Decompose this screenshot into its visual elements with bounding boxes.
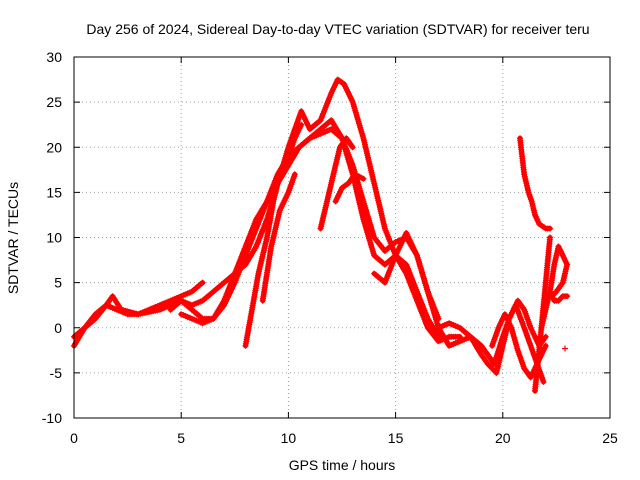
series-satellite-track-7 <box>317 135 356 232</box>
plus-markers <box>71 76 463 345</box>
y-axis-label: SDTVAR / TECUs <box>5 182 21 294</box>
x-tick-label: 15 <box>388 430 404 446</box>
series-satellite-track-2 <box>71 76 463 345</box>
plus-markers <box>517 135 553 232</box>
x-tick-label: 5 <box>177 430 185 446</box>
trace-band <box>168 117 441 340</box>
y-tick-label: 15 <box>46 184 62 200</box>
y-tick-label: 25 <box>46 94 62 110</box>
series-satellite-track-4 <box>178 126 442 327</box>
y-tick-label: 5 <box>54 275 62 291</box>
series-satellite-track-8 <box>332 171 367 205</box>
x-axis-label: GPS time / hours <box>289 457 396 473</box>
chart-title: Day 256 of 2024, Sidereal Day-to-day VTE… <box>86 21 589 37</box>
x-tick-label: 10 <box>281 430 297 446</box>
series-satellite-track-14 <box>538 243 571 331</box>
series-satellite-track-12 <box>517 135 553 232</box>
series-satellite-track-6 <box>259 171 298 304</box>
plus-markers <box>242 121 305 349</box>
axis-ticks <box>73 56 611 419</box>
y-tick-label: 20 <box>46 139 62 155</box>
x-tick-labels: 0 5 10 15 20 25 <box>70 430 618 446</box>
plus-markers <box>178 126 442 327</box>
x-tick-label: 0 <box>70 430 78 446</box>
y-tick-label: 10 <box>46 230 62 246</box>
plus-markers <box>562 345 568 352</box>
plus-markers <box>435 297 549 376</box>
series-satellite-track-5 <box>242 121 305 349</box>
series-satellite-track-3 <box>167 117 442 340</box>
y-tick-label: -10 <box>42 410 62 426</box>
x-tick-label: 25 <box>602 430 618 446</box>
plus-markers <box>538 243 571 331</box>
x-tick-label: 20 <box>495 430 511 446</box>
grid-lines <box>74 57 610 418</box>
plus-markers <box>332 171 367 205</box>
y-tick-label: 0 <box>54 320 62 336</box>
series-satellite-track-15 <box>562 345 568 352</box>
plus-markers <box>259 171 298 304</box>
plus-markers <box>167 117 442 340</box>
y-tick-label: 30 <box>46 49 62 65</box>
data-traces <box>71 76 571 394</box>
plus-markers <box>317 135 356 232</box>
y-tick-label: -5 <box>50 365 63 381</box>
trace-band <box>178 126 441 326</box>
y-tick-labels: -10 -5 0 5 10 15 20 25 30 <box>42 49 62 426</box>
series-satellite-track-10 <box>435 297 549 376</box>
